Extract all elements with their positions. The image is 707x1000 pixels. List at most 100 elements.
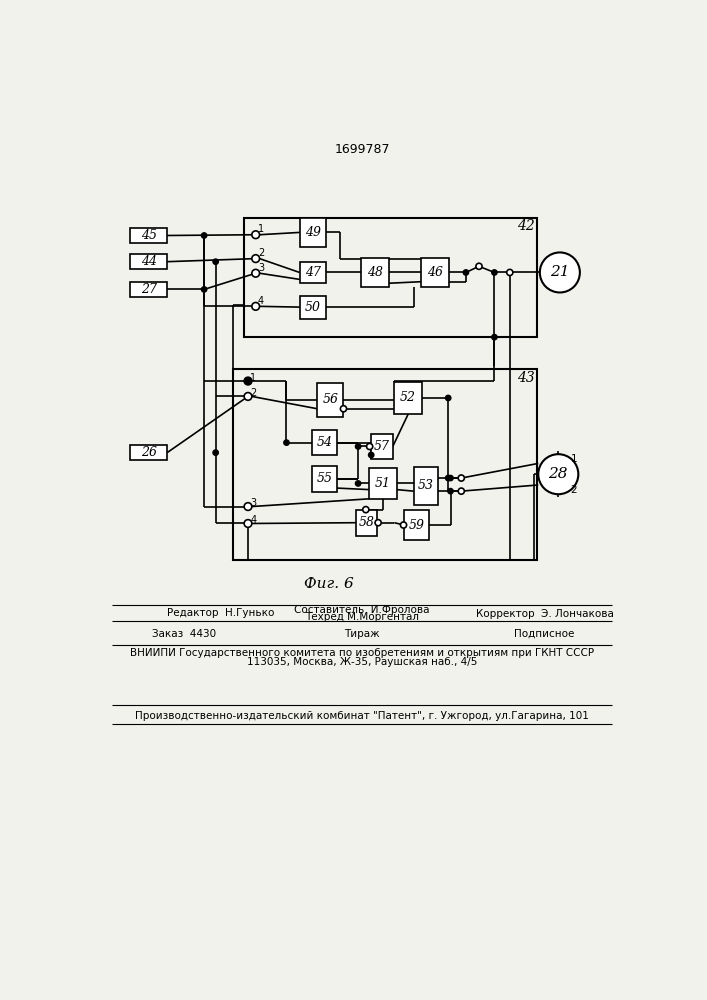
Text: 55: 55 [316,472,332,485]
Circle shape [448,475,453,481]
Bar [233,369,537,560]
Circle shape [368,452,374,458]
Text: 3: 3 [250,498,257,508]
Circle shape [375,520,381,526]
Circle shape [252,255,259,262]
Bar [300,218,326,247]
Circle shape [284,440,289,445]
Circle shape [458,488,464,494]
Circle shape [340,406,346,412]
Text: 49: 49 [305,226,321,239]
Text: 50: 50 [305,301,321,314]
Text: 44: 44 [141,255,157,268]
Circle shape [213,259,218,264]
Text: Производственно-издательский комбинат "Патент", г. Ужгород, ул.Гагарина, 101: Производственно-издательский комбинат "П… [135,711,589,721]
Circle shape [538,454,578,494]
Circle shape [201,233,207,238]
Bar [414,466,438,505]
Circle shape [245,378,251,384]
Circle shape [400,522,407,528]
Circle shape [245,378,251,384]
Bar [369,468,397,499]
Circle shape [213,450,218,455]
Bar [130,254,167,269]
Bar [300,262,326,283]
Text: 46: 46 [427,266,443,279]
Text: 54: 54 [316,436,332,449]
Text: 1699787: 1699787 [334,143,390,156]
Circle shape [252,231,259,239]
Bar [421,258,449,287]
Text: 1: 1 [250,373,257,383]
Circle shape [507,269,513,276]
Circle shape [244,520,252,527]
Circle shape [244,393,252,400]
Text: 56: 56 [322,393,339,406]
Circle shape [356,444,361,449]
Bar [300,296,326,319]
Circle shape [448,488,453,494]
Text: Подписное: Подписное [514,629,575,639]
Text: 47: 47 [305,266,321,279]
Text: 1: 1 [571,454,577,464]
Circle shape [540,252,580,292]
Bar [312,430,337,455]
Text: 3: 3 [258,263,264,273]
Circle shape [445,475,451,481]
Circle shape [445,395,451,401]
Text: 4: 4 [258,296,264,306]
Text: 26: 26 [141,446,157,459]
Text: Заказ  4430: Заказ 4430 [152,629,216,639]
Text: Редактор  Н.Гунько: Редактор Н.Гунько [167,608,274,618]
Circle shape [252,302,259,310]
Text: 27: 27 [141,283,157,296]
Bar [361,258,389,287]
Text: 58: 58 [358,516,375,529]
Text: Фиг. 6: Фиг. 6 [304,577,354,591]
Text: ВНИИПИ Государственного комитета по изобретениям и открытиям при ГКНТ СССР: ВНИИПИ Государственного комитета по изоб… [130,648,594,658]
Bar [244,218,537,337]
Text: 57: 57 [374,440,390,453]
Circle shape [491,270,497,275]
Bar [312,466,337,492]
Bar [130,228,167,243]
Bar [317,383,344,417]
Text: 48: 48 [367,266,383,279]
Text: 59: 59 [409,519,425,532]
Circle shape [201,287,207,292]
Circle shape [356,481,361,486]
Bar [130,282,167,297]
Text: Техред М.Моргентал: Техред М.Моргентал [305,612,419,622]
Text: 113035, Москва, Ж-35, Раушская наб., 4/5: 113035, Москва, Ж-35, Раушская наб., 4/5 [247,657,477,667]
Text: 2: 2 [571,485,577,495]
Bar [356,510,378,536]
Circle shape [244,503,252,510]
Circle shape [244,377,252,385]
Text: 1: 1 [258,224,264,234]
Bar [395,382,422,414]
Bar [404,510,429,540]
Text: 42: 42 [517,219,534,233]
Circle shape [458,475,464,481]
Bar [130,445,167,460]
Bar [371,434,393,459]
Circle shape [463,270,469,275]
Circle shape [476,263,482,269]
Circle shape [252,269,259,277]
Text: 53: 53 [418,479,434,492]
Text: Тираж: Тираж [344,629,380,639]
Text: 45: 45 [141,229,157,242]
Circle shape [491,334,497,340]
Text: 4: 4 [250,515,257,525]
Text: 2: 2 [258,248,264,258]
Text: 2: 2 [250,388,257,398]
Text: Корректор  Э. Лончакова: Корректор Э. Лончакова [476,609,614,619]
Text: 52: 52 [400,391,416,404]
Text: 51: 51 [375,477,391,490]
Text: 21: 21 [550,265,570,279]
Circle shape [363,507,369,513]
Text: 28: 28 [549,467,568,481]
Circle shape [366,443,373,450]
Text: Составитель  И.Фролова: Составитель И.Фролова [294,605,430,615]
Text: 43: 43 [517,371,534,385]
